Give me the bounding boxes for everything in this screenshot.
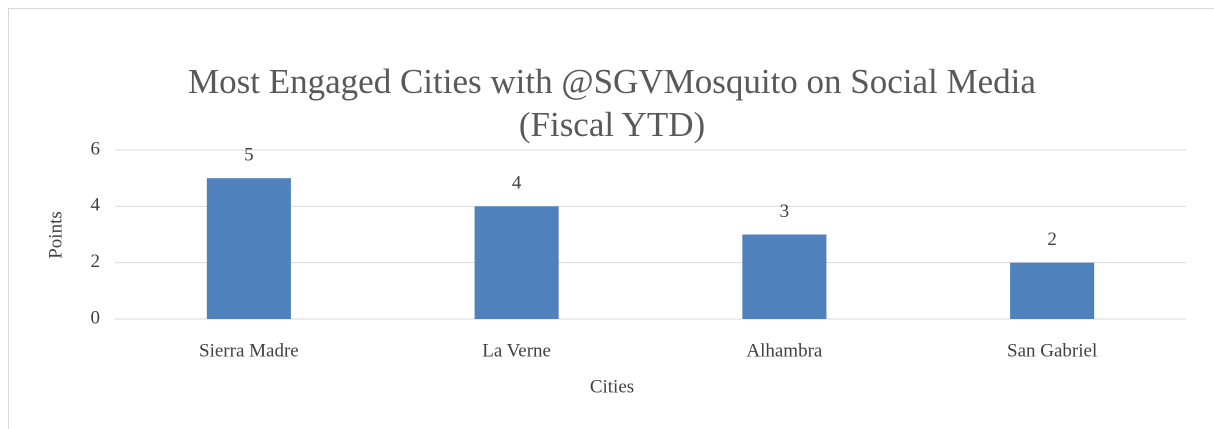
bar: [742, 234, 827, 319]
data-label: 2: [1047, 229, 1057, 250]
chart-frame: [8, 8, 1214, 429]
y-tick-label: 6: [91, 138, 101, 159]
x-tick-label: Sierra Madre: [199, 340, 299, 361]
x-tick-label: La Verne: [482, 340, 551, 361]
bar: [474, 206, 559, 319]
y-tick-label: 2: [91, 251, 101, 272]
data-label: 3: [780, 201, 790, 222]
y-axis-label: Points: [45, 211, 66, 259]
x-axis-label: Cities: [590, 376, 634, 397]
y-tick-label: 4: [91, 195, 101, 216]
bar: [1010, 262, 1095, 319]
chart-title: (Fiscal YTD): [519, 105, 705, 144]
y-tick-label: 0: [91, 307, 101, 328]
data-label: 4: [512, 173, 522, 194]
x-tick-label: Alhambra: [746, 340, 823, 361]
chart-title: Most Engaged Cities with @SGVMosquito on…: [188, 62, 1036, 101]
data-label: 5: [244, 145, 254, 166]
x-tick-label: San Gabriel: [1007, 340, 1097, 361]
bar: [206, 178, 291, 319]
